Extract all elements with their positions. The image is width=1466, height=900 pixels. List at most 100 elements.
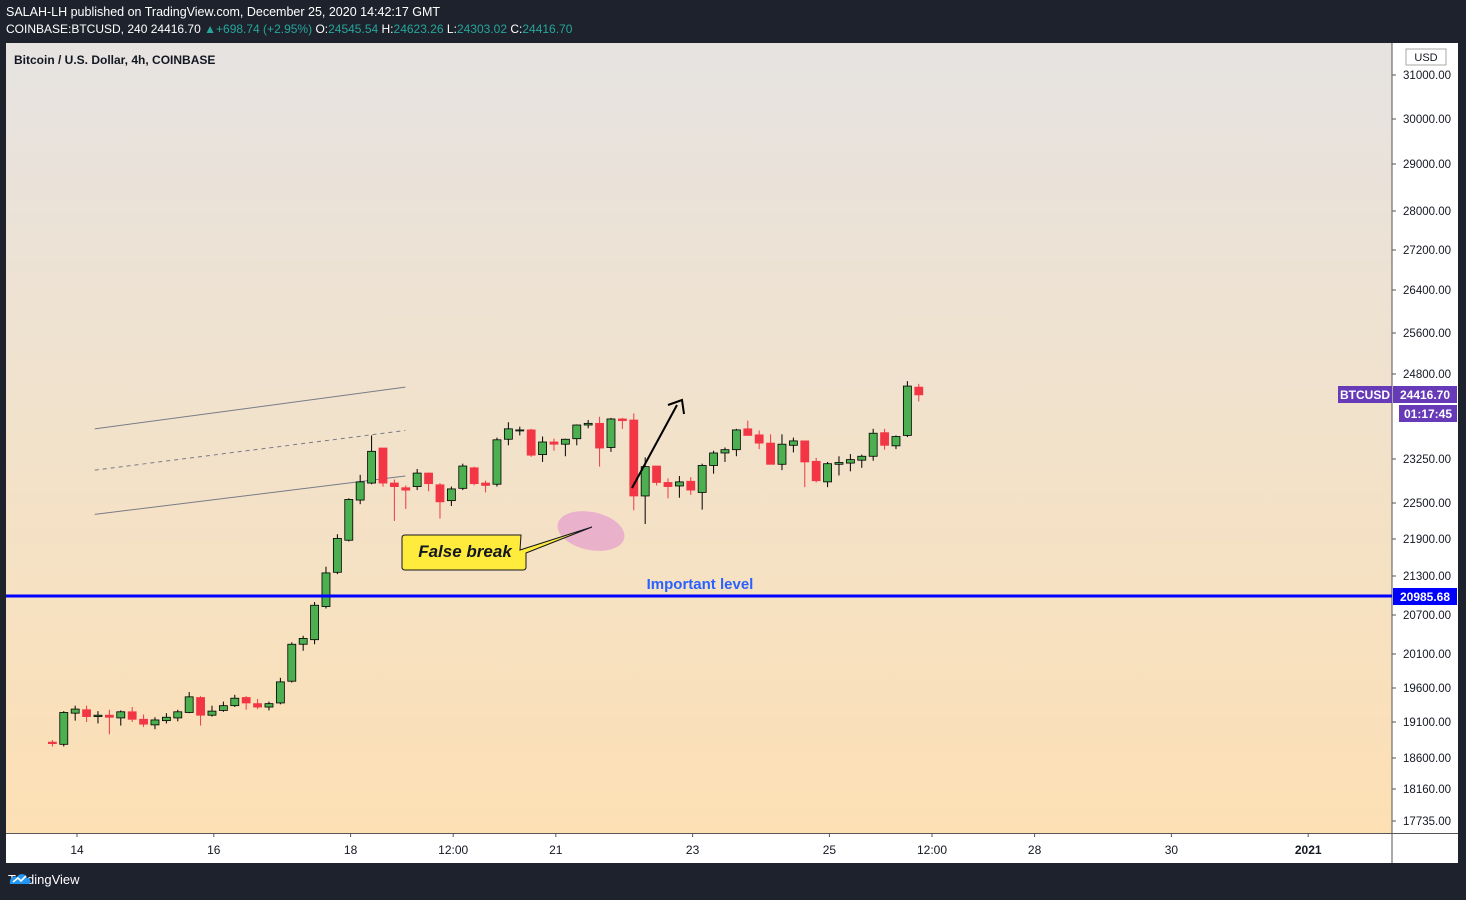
candle (492, 437, 502, 487)
candle-body (230, 697, 240, 707)
candle-body (298, 638, 308, 645)
candle-body (788, 440, 798, 446)
low-value: 24303.02 (456, 22, 507, 36)
candle-body (207, 710, 217, 716)
callout-box[interactable] (401, 526, 593, 571)
candle (868, 428, 878, 461)
candle-body (173, 711, 183, 719)
candle-body (538, 441, 547, 456)
candle-body (845, 459, 855, 464)
candle-body (731, 429, 741, 451)
candle (857, 454, 867, 468)
y-tick-label: 20700.00 (1403, 610, 1451, 622)
candle-body (344, 499, 354, 541)
candle (766, 434, 775, 465)
y-tick-label: 29000.00 (1403, 159, 1451, 171)
x-tick-label: 18 (344, 843, 358, 857)
candle (914, 383, 924, 402)
candle (104, 709, 114, 735)
candle (720, 447, 730, 462)
candle-body (800, 440, 810, 463)
x-tick-label: 12:00 (917, 843, 947, 857)
candle (880, 428, 889, 450)
y-tick-label: 24800.00 (1403, 369, 1451, 381)
candle (150, 717, 160, 730)
candle-body (686, 480, 696, 491)
candle-body (674, 481, 684, 487)
price-chart[interactable]: Bitcoin / U.S. Dollar, 4h, COINBASE USD … (6, 43, 1458, 863)
candle (161, 713, 171, 724)
y-tick-label: 18600.00 (1403, 753, 1451, 765)
ohlc-legend: COINBASE:BTCUSD, 240 24416.70 ▲+698.74 (… (6, 22, 572, 36)
candle-body (560, 438, 570, 445)
candle (184, 692, 194, 714)
candle (709, 450, 718, 474)
candle-body (481, 482, 490, 486)
candle (127, 707, 137, 722)
x-tick-label: 16 (207, 843, 221, 857)
candle (196, 696, 205, 726)
candle (526, 428, 536, 457)
candle (424, 472, 433, 492)
candle-body (492, 439, 502, 485)
candle (173, 709, 183, 722)
candle-body (709, 452, 718, 466)
false-break-highlight (557, 511, 625, 551)
candle-body (891, 436, 901, 447)
candle (617, 417, 627, 429)
trend-arrow-shaft (631, 404, 678, 489)
candle-body (355, 481, 365, 501)
chart-area[interactable]: Bitcoin / U.S. Dollar, 4h, COINBASE USD … (6, 43, 1458, 863)
candle (674, 476, 684, 498)
y-tick-label: 19100.00 (1403, 717, 1451, 729)
y-tick-label: 28000.00 (1403, 206, 1451, 218)
candle-body (629, 419, 639, 497)
candle-body (572, 424, 582, 440)
y-tick-label: 26400.00 (1403, 285, 1451, 297)
y-tick-label: 30000.00 (1403, 114, 1451, 126)
y-tick-label: 31000.00 (1403, 70, 1451, 82)
candle-body (241, 697, 251, 704)
symbol-tag-text: BTCUSD (1340, 388, 1390, 402)
candle (275, 677, 285, 705)
candle (82, 705, 91, 722)
candle-body (503, 428, 513, 440)
last-price-text: 24416.70 (1400, 388, 1450, 402)
candle (572, 424, 582, 446)
candle (823, 461, 832, 488)
candle-body (47, 741, 57, 744)
low-label: L: (446, 22, 457, 36)
price-axis[interactable] (1392, 43, 1458, 863)
time-axis[interactable] (6, 833, 1392, 863)
candle (788, 437, 798, 453)
candle (70, 705, 80, 721)
publish-info: SALAH-LH published on TradingView.com, D… (6, 5, 441, 19)
candle (218, 701, 228, 712)
candle-body (720, 449, 730, 454)
candle-body (766, 442, 775, 465)
candle-body (150, 719, 160, 726)
y-tick-label: 23250.00 (1403, 454, 1451, 466)
candle (697, 463, 707, 510)
tradingview-logo-icon (9, 874, 31, 884)
candle-body (59, 712, 69, 745)
open-label: O: (315, 22, 329, 36)
candle-body (469, 467, 479, 485)
candle-body (401, 487, 411, 491)
candle-body (583, 422, 593, 426)
x-tick-label: 30 (1165, 843, 1179, 857)
candle-body (743, 428, 753, 436)
candle (93, 711, 103, 724)
candle (435, 483, 445, 519)
candle-body (595, 422, 604, 449)
candle (230, 694, 240, 708)
change-value: ▲+698.74 (+2.95%) (204, 22, 313, 36)
currency-box[interactable] (1405, 48, 1447, 66)
symbol-line: COINBASE:BTCUSD, 240 (6, 22, 148, 36)
footer-brand[interactable]: TradingView (8, 872, 80, 887)
candle (686, 477, 696, 495)
candle (595, 416, 604, 467)
candle (663, 478, 673, 499)
candle-body (526, 429, 536, 456)
candle (116, 710, 126, 726)
